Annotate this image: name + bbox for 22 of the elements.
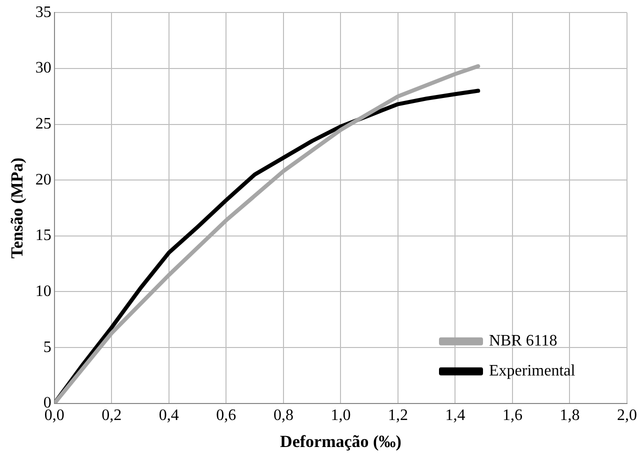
y-tick-label: 10	[35, 282, 52, 300]
x-tick-label: 1,0	[330, 407, 351, 424]
legend-label: Experimental	[489, 362, 576, 380]
y-tick-label: 20	[35, 171, 52, 188]
x-tick-label: 1,6	[502, 407, 522, 424]
x-tick-label: 1,4	[445, 407, 466, 424]
x-tick-label: 2,0	[617, 407, 637, 424]
x-axis-title: Deformação (‰)	[280, 432, 402, 452]
x-tick-label: 0,6	[216, 407, 236, 424]
y-tick-label: 35	[35, 4, 52, 21]
y-tick-label: 30	[35, 60, 52, 77]
y-axis-title: Tensão (MPa)	[8, 158, 27, 258]
legend-label: NBR 6118	[489, 332, 558, 350]
y-tick-label: 5	[43, 338, 52, 356]
x-tick-label: 1,2	[388, 407, 408, 424]
x-tick-label: 0,0	[44, 407, 64, 424]
x-tick-label: 0,2	[102, 407, 122, 424]
x-tick-label: 1,8	[560, 407, 580, 424]
x-tick-label: 0,8	[273, 407, 294, 424]
x-tick-label: 0,4	[158, 407, 179, 424]
y-tick-label: 25	[35, 115, 52, 132]
y-tick-label: 15	[35, 227, 52, 244]
